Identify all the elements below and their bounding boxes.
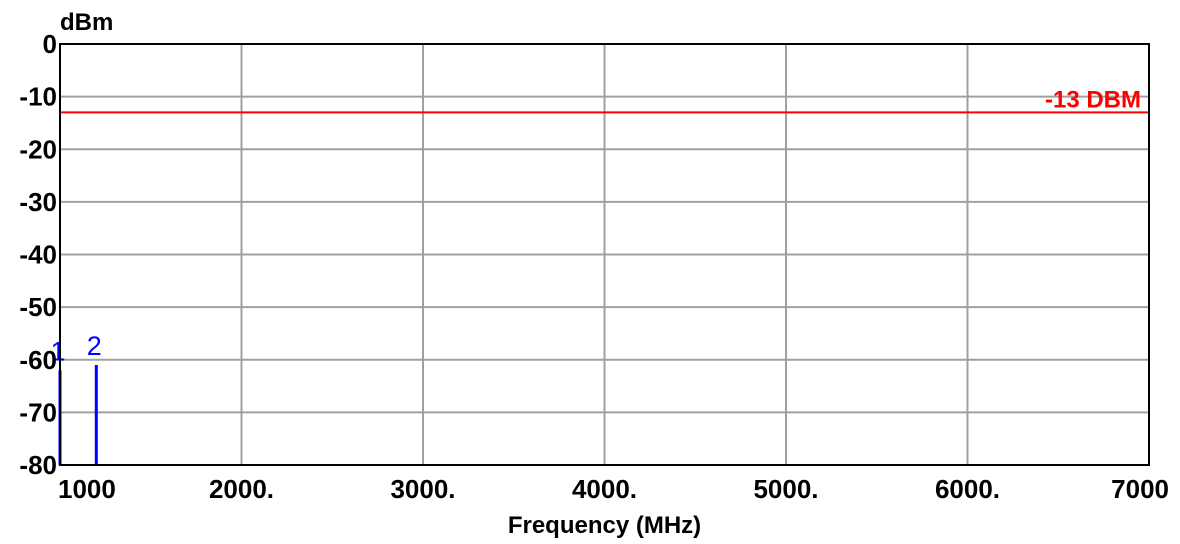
y-tick-label: 0 [43,29,57,59]
y-tick-label: -30 [19,187,57,217]
y-tick-label: -60 [19,345,57,375]
y-axis-ticks: 0 -10 -20 -30 -40 -50 -60 -70 -80 [19,29,57,480]
x-tick-label: 6000. [935,474,1000,504]
x-tick-label: 5000. [753,474,818,504]
x-axis-ticks: 1000 2000. 3000. 4000. 5000. 6000. 7000 [58,474,1169,504]
x-tick-label: 3000. [390,474,455,504]
marker-label-1: 1 [50,336,65,366]
y-tick-label: -40 [19,240,57,270]
y-tick-label: -70 [19,397,57,427]
limit-line-group: -13 DBM [60,86,1149,114]
x-tick-label: 7000 [1111,474,1169,504]
y-tick-label: -10 [19,82,57,112]
y-tick-label: -80 [19,450,57,480]
y-tick-label: -20 [19,134,57,164]
marker-label-2: 2 [87,331,102,361]
x-axis-title: Frequency (MHz) [508,512,701,539]
x-tick-label: 2000. [209,474,274,504]
plot-frame [59,43,1150,466]
limit-line-label: -13 DBM [1045,86,1141,113]
y-tick-label: -50 [19,292,57,322]
x-tick-label: 4000. [572,474,637,504]
grid [60,44,1149,465]
x-tick-label: 1000 [58,474,116,504]
y-axis-title: dBm [60,9,113,36]
